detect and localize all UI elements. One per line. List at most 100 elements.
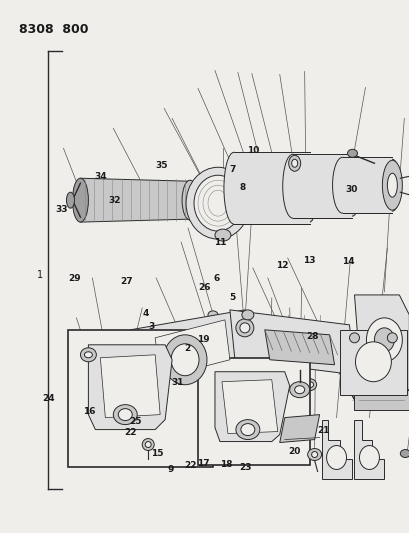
Ellipse shape <box>344 156 360 216</box>
Ellipse shape <box>241 310 253 320</box>
Polygon shape <box>279 415 319 442</box>
Text: 33: 33 <box>55 205 67 214</box>
Text: 17: 17 <box>196 459 209 467</box>
Text: 4: 4 <box>142 309 148 318</box>
Text: 22: 22 <box>184 462 196 470</box>
Ellipse shape <box>80 348 96 362</box>
Text: 9: 9 <box>167 465 173 474</box>
Polygon shape <box>221 379 277 433</box>
Text: 21: 21 <box>317 426 329 435</box>
Text: 23: 23 <box>239 463 252 472</box>
Ellipse shape <box>171 344 198 376</box>
Text: 29: 29 <box>69 273 81 282</box>
Polygon shape <box>354 419 384 480</box>
Ellipse shape <box>256 448 272 457</box>
Text: 1: 1 <box>36 270 43 280</box>
Polygon shape <box>130 310 254 390</box>
Text: 31: 31 <box>171 378 183 387</box>
Polygon shape <box>342 157 391 213</box>
Text: 34: 34 <box>94 172 107 181</box>
Text: 10: 10 <box>247 146 259 155</box>
Ellipse shape <box>182 180 198 220</box>
Ellipse shape <box>239 323 249 333</box>
Text: 20: 20 <box>288 447 300 456</box>
Ellipse shape <box>326 446 346 470</box>
Ellipse shape <box>355 342 391 382</box>
Ellipse shape <box>348 333 359 343</box>
Text: 8308  800: 8308 800 <box>18 22 88 36</box>
Text: 5: 5 <box>229 293 235 302</box>
Text: 22: 22 <box>124 428 137 437</box>
Ellipse shape <box>359 446 378 470</box>
Text: 14: 14 <box>342 257 354 265</box>
Ellipse shape <box>294 386 304 394</box>
Polygon shape <box>214 372 289 441</box>
Ellipse shape <box>282 154 302 218</box>
Ellipse shape <box>202 324 211 330</box>
Text: 13: 13 <box>302 256 315 264</box>
Ellipse shape <box>118 409 132 421</box>
Polygon shape <box>80 178 190 222</box>
Ellipse shape <box>207 311 218 319</box>
Ellipse shape <box>311 451 317 457</box>
Text: 35: 35 <box>155 161 168 170</box>
Ellipse shape <box>302 379 316 391</box>
Ellipse shape <box>240 424 254 435</box>
Ellipse shape <box>382 160 401 210</box>
Ellipse shape <box>142 439 154 450</box>
Ellipse shape <box>214 229 230 241</box>
Ellipse shape <box>84 352 92 358</box>
Bar <box>68 330 212 467</box>
Text: 26: 26 <box>198 283 211 292</box>
Polygon shape <box>88 345 172 430</box>
Text: 27: 27 <box>120 277 133 286</box>
Ellipse shape <box>387 173 396 197</box>
Ellipse shape <box>72 178 88 222</box>
Polygon shape <box>292 154 352 218</box>
Ellipse shape <box>373 328 393 352</box>
Polygon shape <box>264 330 334 365</box>
Ellipse shape <box>235 319 253 337</box>
Polygon shape <box>339 330 406 394</box>
Ellipse shape <box>193 175 241 231</box>
Ellipse shape <box>291 159 297 167</box>
Ellipse shape <box>100 374 112 384</box>
Polygon shape <box>100 355 160 417</box>
Polygon shape <box>155 320 229 378</box>
Text: 6: 6 <box>213 273 219 282</box>
Polygon shape <box>233 152 309 224</box>
Text: 32: 32 <box>108 196 120 205</box>
Ellipse shape <box>399 449 409 457</box>
Ellipse shape <box>305 382 313 387</box>
Ellipse shape <box>301 154 317 222</box>
Ellipse shape <box>66 192 74 208</box>
Ellipse shape <box>387 333 396 343</box>
Text: 12: 12 <box>275 261 288 270</box>
Text: 11: 11 <box>214 238 226 247</box>
Text: 25: 25 <box>129 417 142 426</box>
Ellipse shape <box>163 335 207 385</box>
Ellipse shape <box>289 382 309 398</box>
Text: 18: 18 <box>220 460 232 469</box>
Ellipse shape <box>366 318 401 362</box>
Text: 8: 8 <box>239 183 245 192</box>
Polygon shape <box>229 310 354 375</box>
Ellipse shape <box>223 152 243 224</box>
Ellipse shape <box>332 157 352 213</box>
Ellipse shape <box>186 167 249 239</box>
Ellipse shape <box>347 149 357 157</box>
Ellipse shape <box>288 155 300 171</box>
Text: 15: 15 <box>150 449 163 458</box>
Polygon shape <box>321 419 351 480</box>
Text: 28: 28 <box>305 332 317 341</box>
Text: 30: 30 <box>344 185 357 194</box>
Bar <box>198 358 309 465</box>
Ellipse shape <box>145 441 151 448</box>
Polygon shape <box>354 295 408 390</box>
Ellipse shape <box>235 419 259 440</box>
Text: 2: 2 <box>184 344 191 353</box>
Text: 16: 16 <box>83 407 96 416</box>
Text: 7: 7 <box>229 165 236 174</box>
Ellipse shape <box>113 405 137 425</box>
Text: 19: 19 <box>196 335 209 344</box>
